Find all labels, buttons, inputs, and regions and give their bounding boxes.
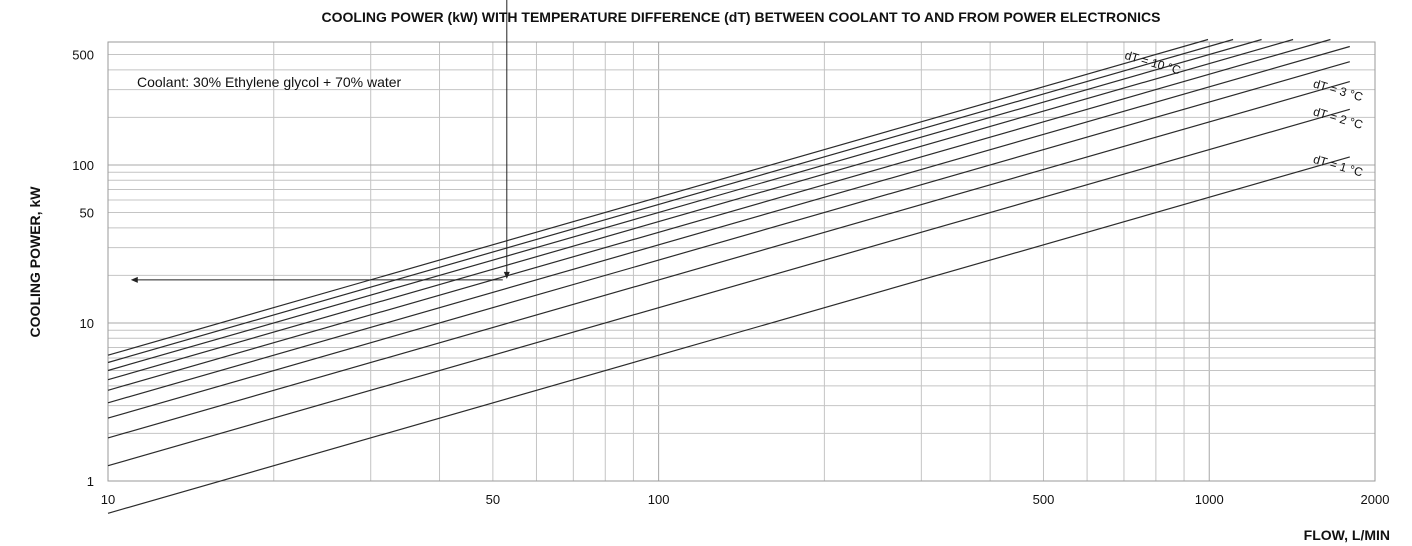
series-label-dt-2: dT = 2 °C [1312,104,1365,132]
x-tick-label: 10 [101,492,115,507]
series-lines [107,38,1350,514]
series-line-dt-2 [107,108,1350,467]
y-tick-labels: 1 10 50 100 500 [72,48,94,489]
series-line-dt-9 [107,38,1234,364]
series-line-dt-8 [107,38,1262,372]
series-line-dt-3 [107,81,1350,439]
series-label-dt-10: dT = 10 °C [1123,48,1183,77]
example-left-arrowhead [130,276,138,283]
chart-title: COOLING POWER (kW) WITH TEMPERATURE DIFF… [322,9,1161,25]
series-line-dt-7 [107,38,1294,381]
series-label-dt-3: dT = 3 °C [1312,77,1365,105]
y-axis-title: COOLING POWER, kW [27,186,43,338]
example-down-arrowhead [503,271,510,279]
x-tick-label: 1000 [1195,492,1224,507]
x-tick-label: 500 [1033,492,1055,507]
y-tick-label: 50 [80,206,94,221]
coolant-annotation: Coolant: 30% Ethylene glycol + 70% water [137,74,402,90]
y-tick-label: 100 [72,158,94,173]
x-tick-label: 50 [486,492,500,507]
example-reading [130,0,510,283]
x-tick-label: 100 [648,492,670,507]
series-label-dt-1: dT = 1 °C [1312,152,1365,180]
y-tick-label: 1 [87,474,94,489]
series-line-dt-5 [107,45,1350,404]
y-tick-label: 10 [80,316,94,331]
series-line-dt-1 [107,156,1350,514]
x-tick-labels: 10 50 100 500 1000 2000 [101,492,1390,507]
series-line-dt-10 [107,38,1209,356]
x-axis-title: FLOW, L/MIN [1304,527,1390,543]
series-line-dt-6 [107,38,1331,391]
y-tick-label: 500 [72,48,94,63]
series-line-dt-4 [107,61,1350,419]
grid [107,41,1376,482]
x-tick-label: 2000 [1361,492,1390,507]
plot-frame [107,41,1376,482]
